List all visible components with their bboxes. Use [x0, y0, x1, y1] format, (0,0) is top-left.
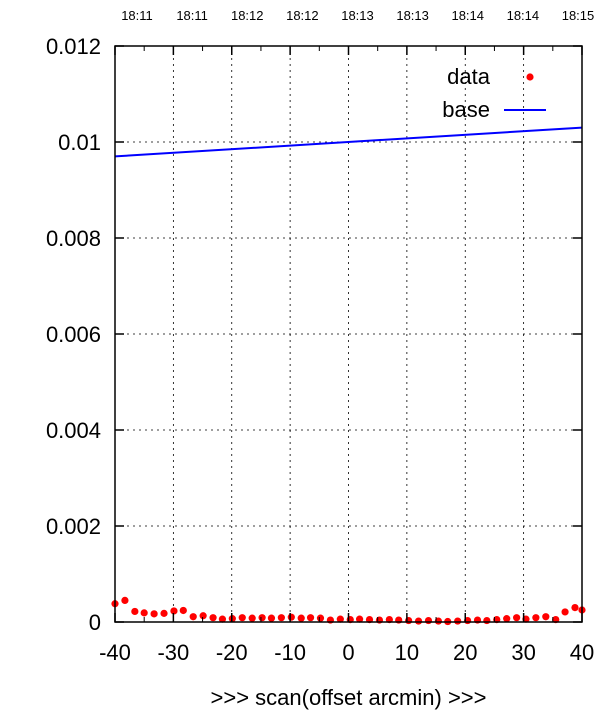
y-tick-label: 0	[89, 610, 101, 635]
data-point	[140, 609, 148, 617]
data-point	[513, 614, 521, 622]
data-point	[131, 607, 139, 616]
data-point	[189, 613, 197, 621]
x-axis-title: >>> scan(offset arcmin) >>>	[211, 685, 487, 710]
data-point	[258, 614, 266, 622]
data-point	[571, 604, 579, 612]
legend-label-data: data	[447, 64, 491, 89]
data-point	[542, 613, 550, 621]
data-point	[561, 608, 569, 616]
data-point	[121, 596, 129, 605]
data-point	[503, 615, 511, 623]
x-tick-label: 20	[453, 640, 477, 665]
data-point	[287, 613, 295, 621]
legend: data base	[442, 64, 546, 122]
y-tick-label: 0.01	[58, 130, 101, 155]
time-label: 18:11	[176, 8, 208, 23]
data-point	[454, 617, 462, 625]
base-line	[114, 126, 583, 158]
x-tick-label: 10	[395, 640, 419, 665]
data-point	[424, 616, 433, 625]
time-label: 18:15	[562, 8, 595, 23]
time-label: 18:14	[451, 8, 484, 23]
data-point	[355, 615, 364, 623]
y-tick-label: 0.004	[46, 418, 101, 443]
data-point	[434, 617, 442, 625]
y-tick-label: 0.008	[46, 226, 101, 251]
time-label: 18:11	[121, 8, 153, 23]
data-point	[170, 607, 178, 615]
data-point	[267, 614, 276, 622]
axis-ticks	[114, 45, 583, 623]
axis-tick-labels: -40 -30 -20 -10 0 10 20 30 40 0 0.002 0.004 0.006 0.0…	[46, 34, 594, 665]
legend-label-base: base	[442, 97, 490, 122]
data-point	[238, 614, 246, 622]
data-point	[209, 614, 217, 622]
x-tick-label: 40	[570, 640, 594, 665]
time-label: 18:12	[231, 8, 264, 23]
x-tick-label: -10	[274, 640, 306, 665]
data-point	[160, 609, 168, 617]
data-point	[483, 616, 491, 625]
x-tick-label: 0	[342, 640, 354, 665]
data-point	[405, 616, 413, 625]
y-tick-label: 0.002	[46, 514, 101, 539]
x-tick-label: -30	[157, 640, 189, 665]
data-point	[297, 614, 305, 622]
time-label: 18:14	[507, 8, 540, 23]
time-labels: 18:11 18:11 18:12 18:12 18:13 18:13 18:14 18:14…	[121, 8, 594, 23]
y-tick-label: 0.006	[46, 322, 101, 347]
time-label: 18:13	[341, 8, 374, 23]
data-point	[414, 617, 423, 625]
data-point	[277, 614, 285, 622]
data-point	[218, 615, 227, 623]
time-label: 18:13	[396, 8, 429, 23]
y-tick-label: 0.012	[46, 34, 101, 59]
x-tick-label: -40	[99, 640, 131, 665]
data-point	[532, 614, 540, 622]
data-point	[306, 614, 315, 622]
x-tick-label: -20	[216, 640, 248, 665]
time-label: 18:12	[286, 8, 319, 23]
data-point	[150, 610, 158, 618]
data-point	[199, 612, 207, 620]
data-point	[179, 606, 187, 615]
data-point	[336, 615, 344, 623]
legend-marker-data	[526, 73, 534, 81]
x-tick-label: 30	[511, 640, 535, 665]
data-point	[248, 614, 256, 622]
data-point	[316, 614, 325, 622]
